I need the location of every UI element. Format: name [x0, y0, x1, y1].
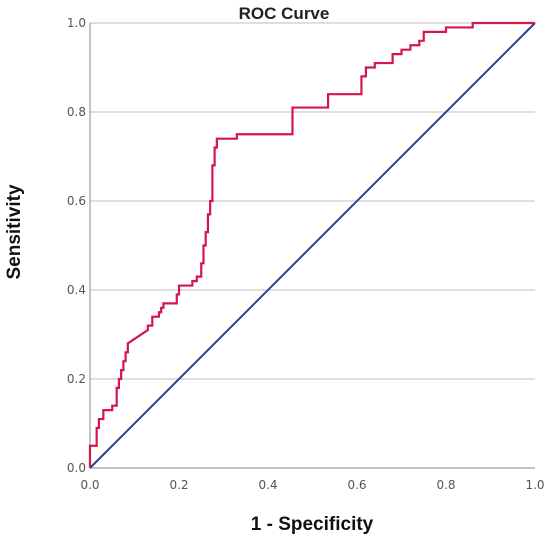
reference-diagonal-line — [89, 22, 536, 469]
roc-curve-line — [88, 21, 535, 468]
tick-labels: 0.0 0.2 0.4 0.6 0.8 1.0 0.0 0.2 0.4 0.6 0.8 1.0 — [67, 16, 545, 492]
gridlines — [90, 22, 535, 380]
y-tick-label: 0.6 — [67, 194, 86, 208]
x-tick-label: 0.0 — [80, 478, 99, 492]
y-tick-label: 1.0 — [67, 16, 86, 30]
x-tick-label: 0.4 — [258, 478, 277, 492]
y-tick-label: 0.0 — [67, 461, 86, 475]
series — [88, 21, 536, 469]
x-tick-label: 0.8 — [436, 478, 455, 492]
axes — [89, 23, 535, 469]
x-tick-label: 0.6 — [347, 478, 366, 492]
x-tick-label: 0.2 — [169, 478, 188, 492]
y-tick-label: 0.4 — [67, 283, 86, 297]
x-axis-label: 1 - Specificity — [251, 514, 374, 535]
x-tick-label: 1.0 — [525, 478, 544, 492]
y-axis-label: Sensitivity — [4, 184, 25, 279]
y-tick-label: 0.8 — [67, 105, 86, 119]
chart-title: ROC Curve — [239, 4, 330, 23]
y-tick-label: 0.2 — [67, 372, 86, 386]
